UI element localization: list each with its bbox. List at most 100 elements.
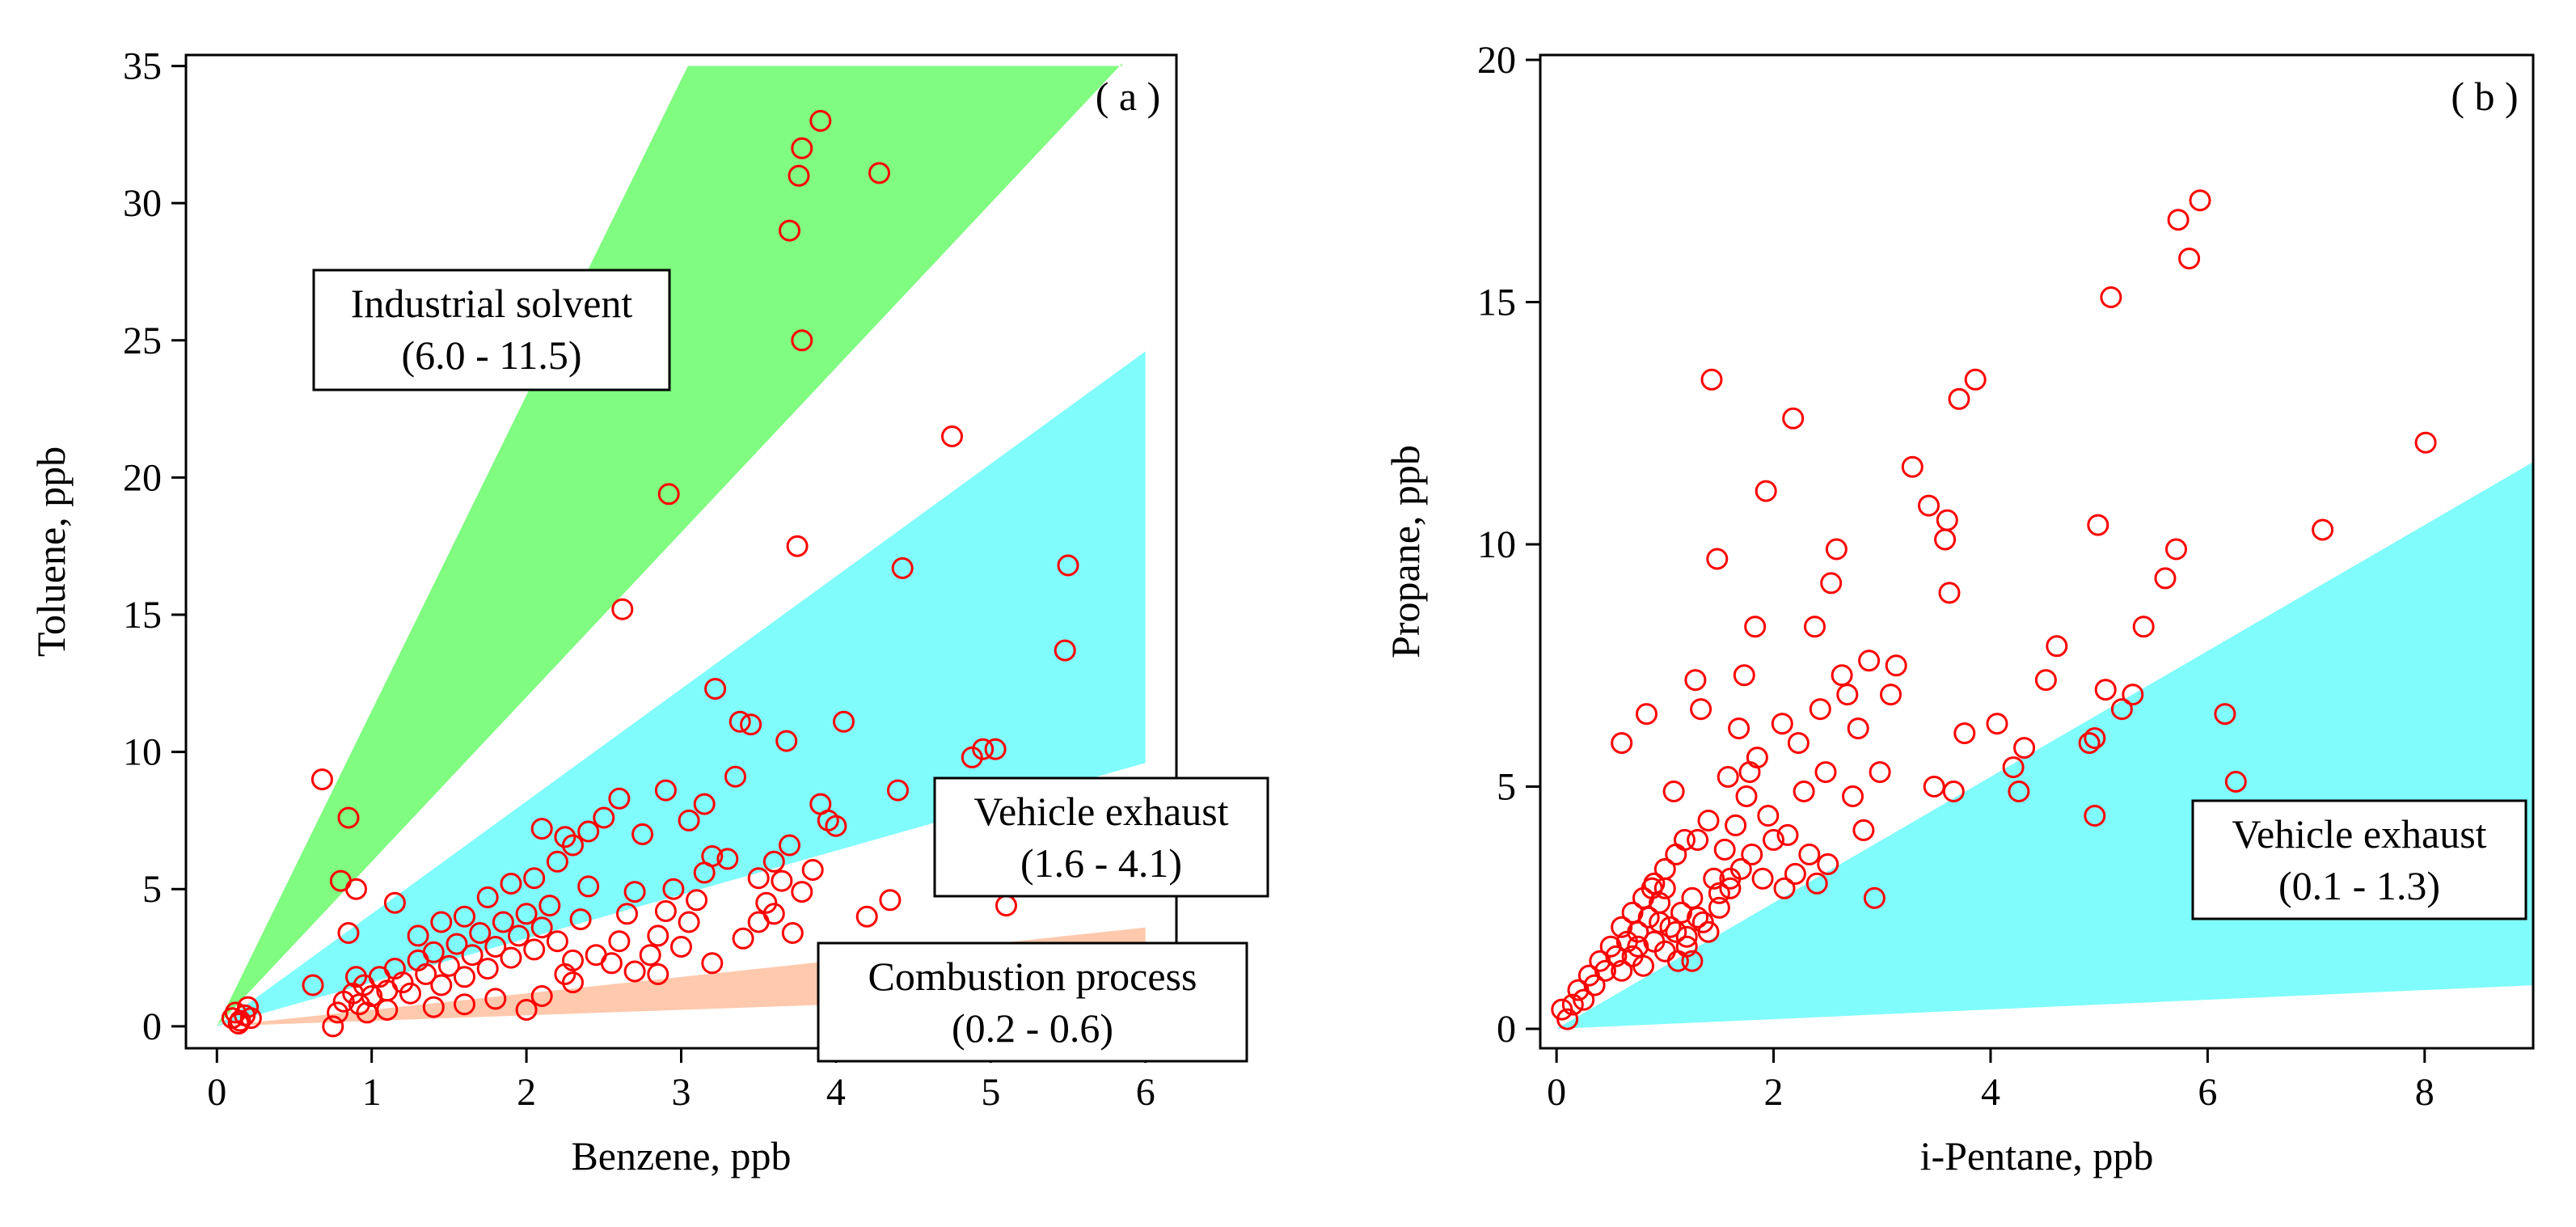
data-point (345, 966, 367, 988)
x-tick-label: 3 (672, 1071, 691, 1114)
combustion-process-annotation: Combustion process (0.2 - 0.6) (817, 941, 1248, 1063)
data-point (484, 988, 507, 1010)
data-point (1755, 480, 1777, 502)
data-point (391, 971, 414, 994)
data-point (310, 768, 333, 791)
data-point (327, 1001, 349, 1024)
data-point (1054, 639, 1076, 662)
data-point (972, 738, 995, 760)
data-point (337, 806, 360, 829)
data-point (1733, 664, 1755, 687)
y-tick-label: 35 (123, 45, 162, 88)
x-tick-label: 6 (2198, 1071, 2217, 1114)
data-point (2214, 703, 2236, 726)
data-point (2084, 805, 2106, 827)
data-point (1738, 761, 1761, 784)
data-point (686, 889, 708, 912)
data-point (577, 875, 600, 898)
data-point (476, 958, 499, 980)
data-point (833, 710, 855, 733)
data-point (593, 806, 615, 829)
data-point (1793, 781, 1815, 802)
data-point (1717, 766, 1739, 788)
data-point (1708, 896, 1730, 919)
data-point (1641, 877, 1663, 899)
data-point (2132, 616, 2155, 638)
data-point (1773, 877, 1796, 899)
y-tick-label: 20 (1477, 39, 1516, 82)
data-point (740, 713, 762, 736)
data-point (868, 162, 890, 184)
panel-b-regions (1556, 462, 2533, 1029)
data-point (1659, 916, 1682, 938)
panel-a-points (221, 109, 1079, 1038)
data-point (422, 941, 445, 963)
vehicle-exhaust-annotation-a: Vehicle exhaust (1.6 - 4.1) (933, 776, 1269, 898)
x-tick-label: 6 (1136, 1071, 1155, 1114)
data-point (1942, 781, 1965, 802)
data-point (1782, 407, 1805, 429)
data-point (2046, 635, 2068, 658)
data-point (2167, 209, 2190, 231)
data-point (678, 911, 700, 933)
data-point (2013, 737, 2036, 759)
data-point (446, 933, 468, 955)
data-point (1986, 713, 2008, 735)
x-tick-label: 0 (207, 1071, 226, 1114)
panel-b-y-axis-title: Propane, ppb (1383, 445, 1428, 658)
data-point (530, 985, 553, 1007)
data-point (1697, 810, 1720, 831)
data-point (461, 944, 484, 967)
panel-b-points (1551, 189, 2437, 1030)
data-point (1697, 920, 1720, 943)
data-point (791, 137, 813, 159)
data-point (611, 598, 634, 620)
combustion-process-ratio: (0.2 - 0.6) (952, 1005, 1113, 1051)
data-point (454, 966, 475, 988)
data-point (1700, 368, 1723, 391)
data-point (1632, 954, 1654, 977)
data-point (1583, 974, 1606, 996)
data-point (2224, 771, 2247, 793)
panel-a-y-axis-title: Toluene, ppb (28, 446, 74, 657)
data-point (701, 845, 724, 867)
data-point (2189, 189, 2211, 212)
industrial-solvent-annotation-box (312, 269, 671, 391)
data-point (1901, 455, 1924, 478)
combustion-process-annotation-box (817, 941, 1248, 1063)
data-point (546, 850, 568, 873)
data-point (732, 927, 754, 950)
data-point (1674, 828, 1696, 851)
data-point (1556, 1008, 1579, 1030)
data-point (616, 903, 638, 925)
panel-a-y-ticks: 0 5 10 15 20 25 30 35 (123, 45, 186, 1048)
data-point (515, 903, 538, 925)
x-tick-label: 0 (1547, 1071, 1566, 1114)
data-point (786, 535, 809, 557)
vehicle-exhaust-label-a: Vehicle exhaust (973, 789, 1228, 834)
data-point (469, 922, 492, 944)
data-point (1814, 761, 1837, 784)
vehicle-exhaust-region (217, 351, 1146, 1026)
data-point (608, 930, 631, 953)
data-point (2094, 679, 2117, 701)
vehicle-exhaust-ratio-b: (0.1 - 1.3) (2278, 863, 2440, 908)
data-point (383, 891, 406, 914)
data-point (1863, 886, 1886, 909)
data-point (484, 936, 507, 958)
y-tick-label: 10 (123, 731, 162, 774)
data-point (1784, 862, 1806, 885)
data-point (2178, 248, 2201, 270)
y-tick-label: 15 (123, 594, 162, 637)
data-point (1936, 509, 1958, 531)
panel-b: 0 2 4 6 8 0 5 10 15 20 ( b ) i-Pentane, ppb Prop… (1383, 39, 2535, 1178)
x-tick-label: 4 (1981, 1071, 2000, 1114)
data-point (809, 109, 832, 132)
x-tick-label: 2 (517, 1071, 536, 1114)
data-point (454, 993, 475, 1016)
industrial-solvent-label: Industrial solvent (351, 281, 633, 326)
y-tick-label: 5 (1497, 766, 1516, 809)
data-point (1605, 945, 1628, 967)
